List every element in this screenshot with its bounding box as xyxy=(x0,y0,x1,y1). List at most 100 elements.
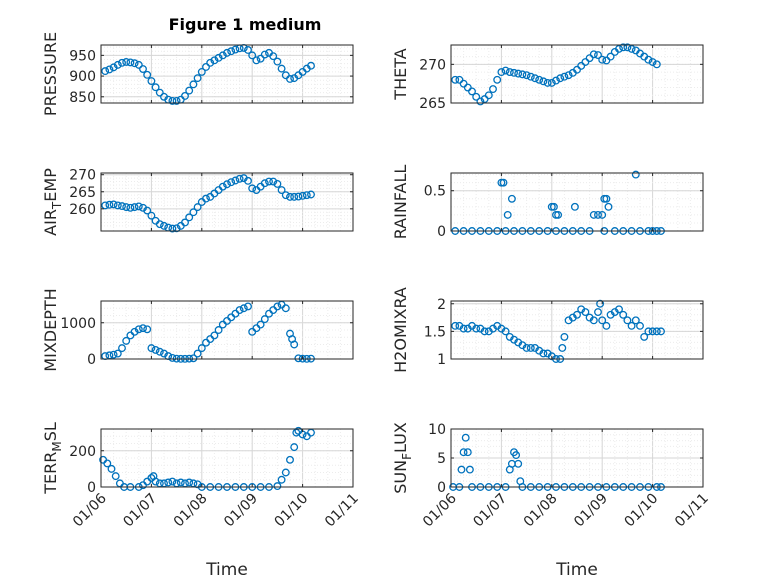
data-point xyxy=(193,74,202,83)
series-markers xyxy=(101,43,315,105)
data-point xyxy=(155,88,164,97)
data-point xyxy=(206,58,215,67)
data-point xyxy=(606,52,615,61)
data-point xyxy=(147,211,156,220)
data-point xyxy=(239,304,248,313)
data-point xyxy=(197,344,206,353)
data-point xyxy=(273,482,282,491)
y-tick-label: 10 xyxy=(428,422,446,438)
axes-box xyxy=(450,172,704,232)
data-point xyxy=(185,213,194,222)
series-markers xyxy=(451,299,665,363)
data-point xyxy=(554,210,563,219)
data-point xyxy=(122,58,131,66)
data-point xyxy=(181,218,189,227)
data-point xyxy=(273,57,282,66)
y-tick-label: 0 xyxy=(437,480,446,496)
data-point xyxy=(602,56,611,65)
data-point xyxy=(581,58,590,66)
data-point xyxy=(160,221,168,230)
data-point xyxy=(640,332,649,341)
data-point xyxy=(244,302,252,311)
data-point xyxy=(260,179,269,188)
data-point xyxy=(522,71,531,80)
y-tick-label: 200 xyxy=(69,444,96,460)
data-point xyxy=(623,43,632,52)
plot-area xyxy=(451,45,703,103)
series-markers xyxy=(101,174,315,233)
data-point xyxy=(126,203,135,212)
data-point xyxy=(107,464,116,473)
plot-area xyxy=(101,45,353,103)
data-point xyxy=(286,455,294,464)
series-markers xyxy=(451,43,661,106)
data-point xyxy=(130,203,139,212)
data-point xyxy=(130,59,139,68)
x-tick-label: 01/09 xyxy=(221,491,261,531)
figure-title: Figure 1 medium xyxy=(169,15,322,34)
data-point xyxy=(113,201,122,210)
y-axis-label: AIRTEMP xyxy=(41,168,64,236)
data-point xyxy=(558,344,567,352)
data-point xyxy=(143,70,152,79)
data-point xyxy=(594,51,602,60)
data-point xyxy=(210,331,219,340)
data-point xyxy=(103,459,112,468)
axes-box xyxy=(100,428,354,488)
data-point xyxy=(155,347,164,356)
subplot-rainfall: 0 0.5 RAINFALL xyxy=(391,165,704,240)
data-point xyxy=(214,53,223,62)
data-point xyxy=(457,465,466,474)
data-point xyxy=(484,91,493,100)
data-point xyxy=(503,210,512,219)
data-point xyxy=(514,69,523,78)
data-point xyxy=(501,66,510,75)
data-point xyxy=(269,177,278,186)
x-tick-label: 01/07 xyxy=(470,491,510,531)
x-tick-label: 01/10 xyxy=(272,491,312,531)
data-point xyxy=(472,92,481,101)
data-point xyxy=(465,465,474,474)
data-point xyxy=(273,302,282,311)
data-point xyxy=(652,60,661,69)
data-point xyxy=(619,310,628,319)
y-tick-label: 1000 xyxy=(60,316,96,332)
data-point xyxy=(189,80,198,89)
y-tick-label: 5 xyxy=(437,451,446,467)
y-tick-label: 950 xyxy=(69,48,96,64)
data-point xyxy=(451,321,460,330)
data-point xyxy=(126,58,135,67)
data-point xyxy=(615,44,623,53)
data-point xyxy=(294,192,303,201)
data-point xyxy=(480,95,489,104)
data-point xyxy=(281,304,290,313)
data-point xyxy=(598,316,607,325)
data-point xyxy=(560,72,569,81)
x-tick-label: 01/08 xyxy=(171,491,211,531)
y-tick-label: 260 xyxy=(69,202,96,218)
subplot-theta: 265 270 THETA xyxy=(391,43,704,112)
data-point xyxy=(143,206,152,215)
data-point xyxy=(151,345,160,354)
data-point xyxy=(589,210,598,219)
data-point xyxy=(648,58,657,66)
data-point xyxy=(539,77,548,86)
subplot-sun-flux: 0 5 10 01/06 01/07 01/08 01/09 01/10 01/11 Time SU… xyxy=(391,422,712,580)
data-point xyxy=(631,170,640,179)
data-point xyxy=(260,50,269,59)
data-point xyxy=(113,60,122,69)
axes-box xyxy=(100,300,354,360)
data-point xyxy=(185,86,194,95)
data-point xyxy=(522,344,531,352)
data-point xyxy=(499,178,508,187)
data-point xyxy=(244,176,252,185)
data-point xyxy=(101,67,110,76)
y-tick-label: 270 xyxy=(419,57,446,73)
data-point xyxy=(472,324,481,333)
data-point xyxy=(277,186,286,195)
grid xyxy=(100,45,354,103)
data-point xyxy=(231,176,240,185)
